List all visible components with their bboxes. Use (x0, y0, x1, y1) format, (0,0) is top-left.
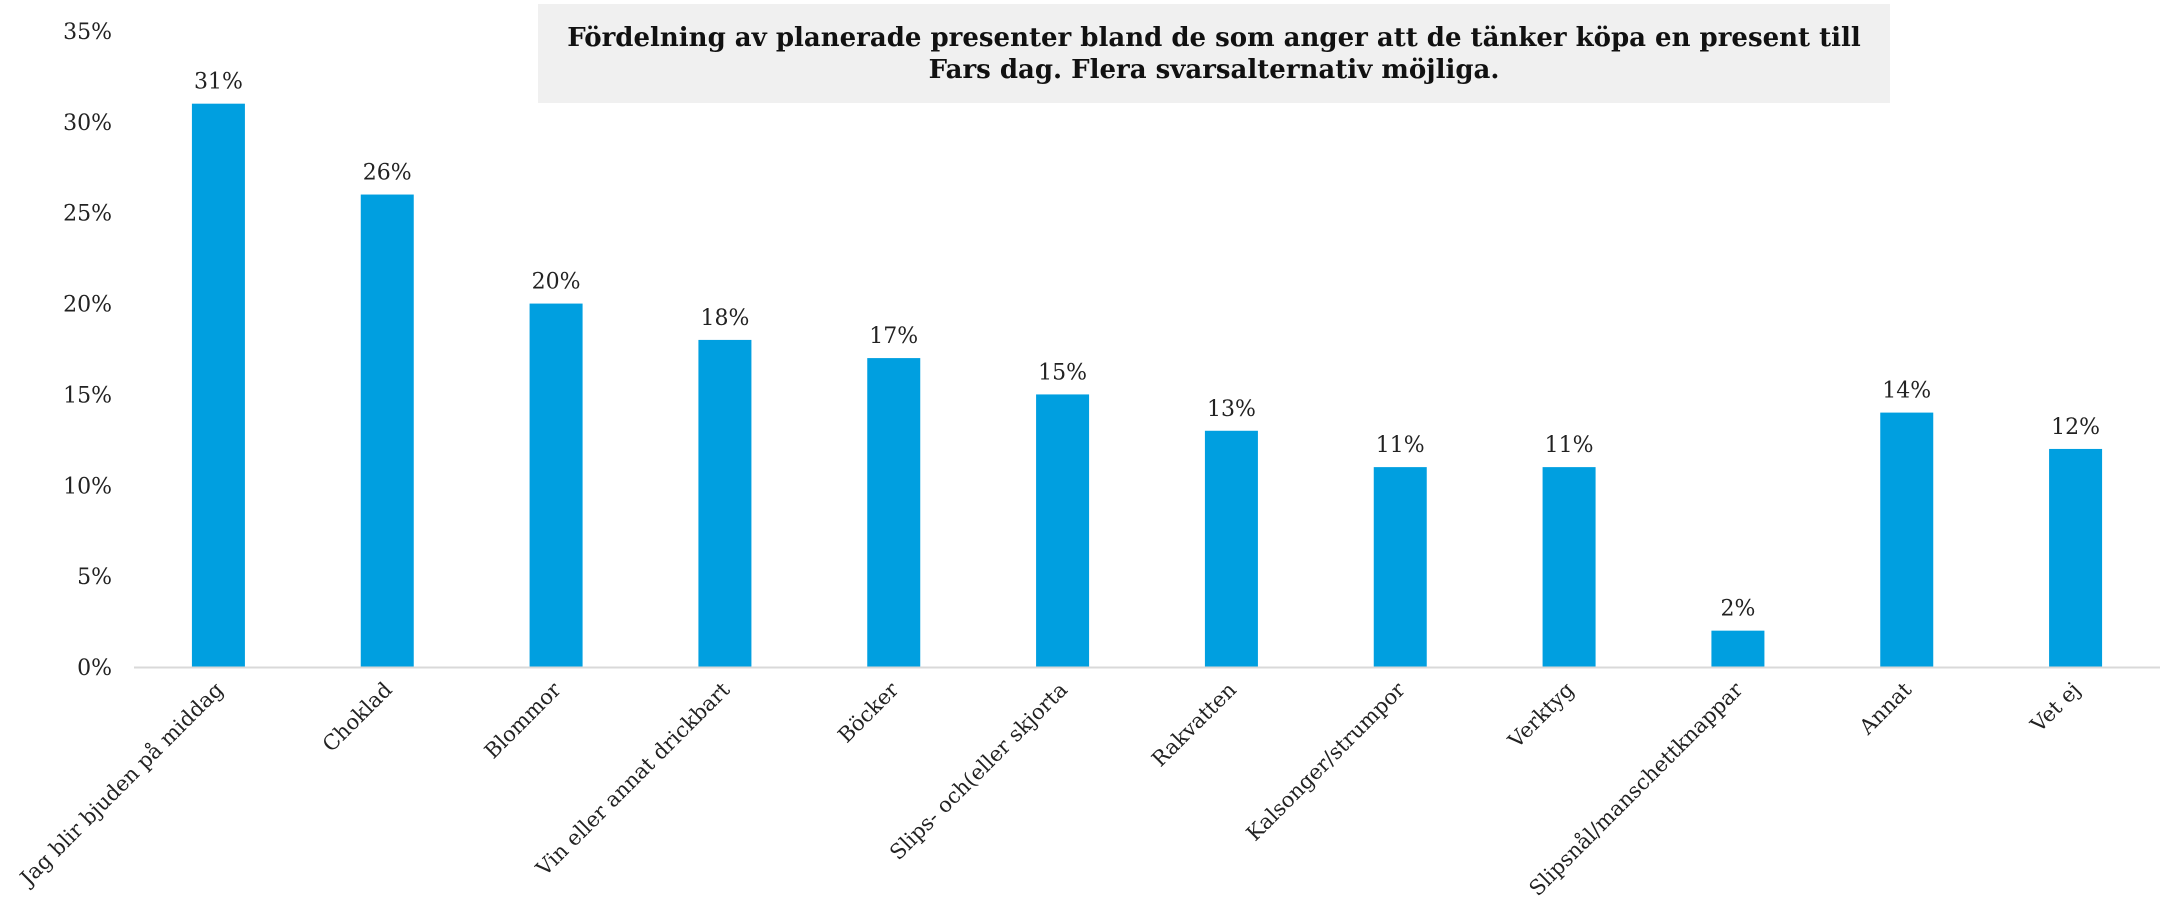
bar (529, 303, 583, 667)
bar (698, 339, 752, 667)
category-label: Rakvatten (1147, 678, 1241, 772)
y-axis: 0% 5% 10% 15% 20% 25% 30% 35% (63, 20, 112, 681)
y-tick-label: 20% (63, 293, 112, 318)
category-label: Vin eller annat drickbart (531, 677, 735, 881)
data-label: 11% (1376, 433, 1425, 458)
y-tick-label: 25% (63, 202, 112, 227)
category-label: Annat (1854, 677, 1917, 740)
y-tick-label: 15% (63, 383, 112, 408)
bar (1880, 412, 1934, 667)
y-tick-label: 5% (77, 565, 112, 590)
bar (1373, 467, 1427, 667)
data-label: 15% (1038, 360, 1087, 385)
bar (1711, 630, 1765, 667)
data-label: 18% (700, 306, 749, 331)
bar (1204, 430, 1258, 667)
bar (1542, 467, 1596, 667)
data-label: 31% (194, 70, 243, 95)
bars: 31% 26% 20% 18% 17% 15% 13% 11% 11% 2% 14% 12% (191, 70, 2103, 668)
bar (1036, 394, 1090, 667)
x-axis: Jag blir bjuden på middag Choklad BlommorV… (14, 666, 2160, 901)
bar (2049, 448, 2103, 667)
data-label: 13% (1207, 397, 1256, 422)
chart-title: Fördelning av planerade presenter bland … (567, 22, 1861, 85)
bar (867, 358, 921, 667)
y-tick-label: 35% (63, 20, 112, 45)
category-label: Jag blir bjuden på middag (14, 678, 228, 892)
y-tick-label: 0% (77, 656, 112, 681)
bar (191, 103, 245, 667)
category-label: Vet ej (2025, 678, 2085, 738)
data-label: 14% (1882, 379, 1931, 404)
category-label: Choklad (318, 678, 397, 757)
y-tick-label: 30% (63, 111, 112, 136)
chart-title-box: Fördelning av planerade presenter bland … (538, 4, 1890, 103)
category-label: Blommor (480, 677, 566, 763)
data-label: 26% (363, 161, 412, 186)
data-label: 12% (2051, 415, 2100, 440)
y-tick-label: 10% (63, 474, 112, 499)
category-label: Kalsonger/strumpor (1242, 677, 1411, 846)
data-label: 20% (532, 270, 581, 295)
category-label: Böcker (833, 677, 904, 748)
category-label: Verktyg (1503, 678, 1579, 754)
data-label: 11% (1545, 433, 1594, 458)
bar (360, 194, 414, 668)
category-label: Slips- och(eller skjorta (885, 678, 1072, 865)
data-label: 17% (869, 324, 918, 349)
data-label: 2% (1720, 597, 1755, 622)
